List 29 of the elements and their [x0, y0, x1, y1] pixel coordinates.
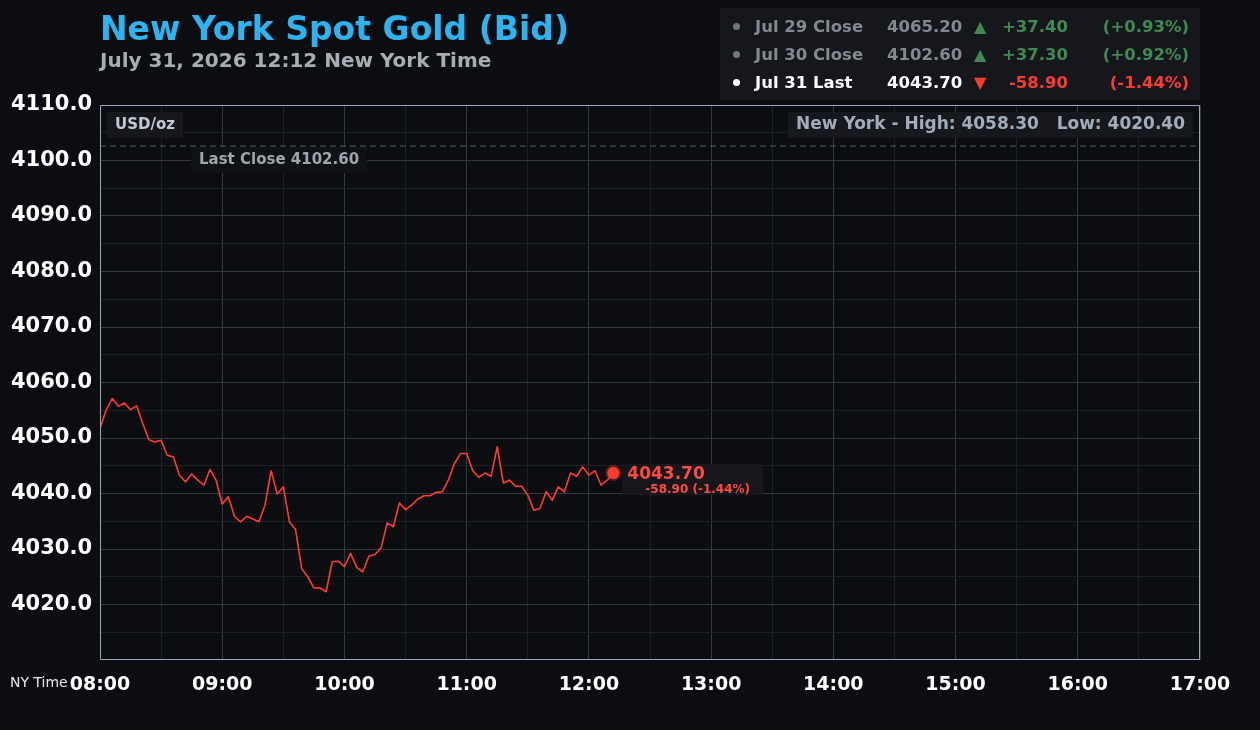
- y-tick-label: 4090.0: [10, 202, 92, 227]
- annotation: -58.90 (-1.44%): [645, 482, 751, 497]
- chart-title: New York Spot Gold (Bid): [100, 9, 569, 48]
- x-axis-title: NY Time: [10, 673, 68, 690]
- x-tick-label: 17:00: [1169, 672, 1231, 695]
- y-tick-label: 4070.0: [10, 313, 92, 338]
- info-panel: Jul 29 Close 4065.20 ▲ +37.40 (+0.93%) Jul 30 Close 4102.60 ▲ +37.30 (+0.92%) Jul 31 Last 4043.70 ▼ -58.90 (-1.44%): [720, 8, 1200, 100]
- x-tick-label: 11:00: [436, 672, 497, 695]
- y-tick-label: 4100.0: [10, 146, 92, 171]
- annotation: 4043.70: [627, 463, 705, 484]
- x-tick-label: 12:00: [558, 672, 620, 695]
- y-tick-label: 4110.0: [10, 91, 92, 116]
- y-tick-label: 4080.0: [10, 257, 92, 282]
- x-tick-label: 09:00: [191, 672, 253, 695]
- y-tick-label: 4030.0: [10, 535, 92, 560]
- x-tick-label: 10:00: [314, 672, 375, 695]
- x-tick-label: 14:00: [803, 672, 864, 695]
- annotation: New York - High: 4058.30 Low: 4020.40: [796, 113, 1186, 134]
- x-tick-label: 16:00: [1047, 672, 1109, 695]
- y-tick-label: 4040.0: [10, 479, 92, 504]
- chart-subtitle: July 31, 2026 12:12 New York Time: [100, 48, 492, 72]
- y-axis-title: USD/oz: [115, 114, 176, 133]
- x-tick-label: 13:00: [680, 672, 742, 695]
- x-tick-label: 15:00: [925, 672, 986, 695]
- y-tick-label: 4060.0: [10, 368, 92, 393]
- y-tick-label: 4020.0: [10, 590, 92, 615]
- x-tick-label: 08:00: [69, 672, 131, 695]
- y-tick-label: 4050.0: [10, 424, 92, 449]
- ref-line-label: Last Close 4102.60: [199, 149, 360, 168]
